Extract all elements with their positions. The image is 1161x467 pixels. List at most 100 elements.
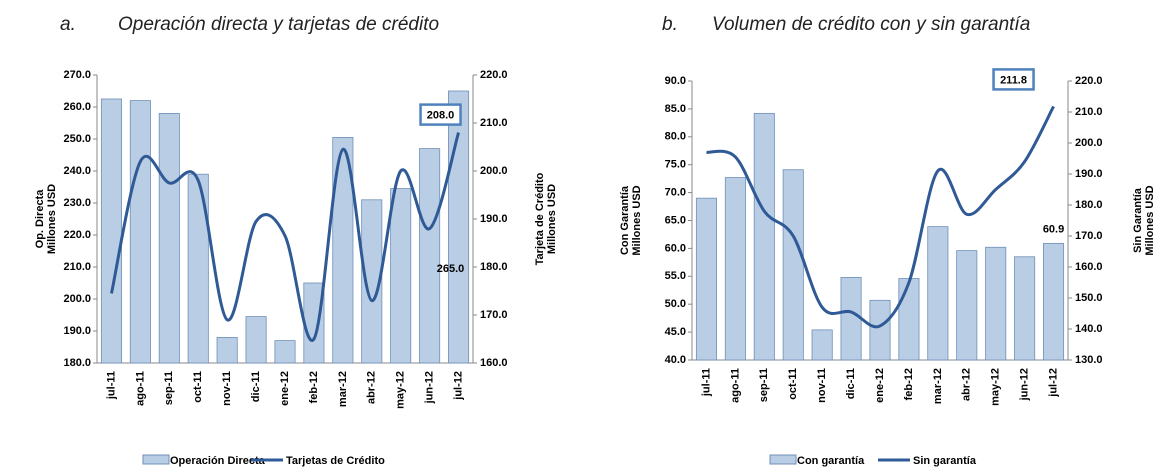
x-tick-label: may-12 <box>395 371 407 409</box>
bar <box>782 169 804 361</box>
x-tick-label: sep-11 <box>163 371 175 405</box>
chart-label: b. <box>662 14 678 35</box>
bar-value-label: 60.9 <box>1043 223 1064 235</box>
bar <box>985 246 1007 361</box>
x-tick-label: dic-11 <box>250 371 262 402</box>
x-tick-label: ago-11 <box>134 371 146 406</box>
y-tick-label: 210.0 <box>63 261 91 273</box>
x-tick-label: ago-11 <box>729 368 741 403</box>
bar <box>869 299 891 361</box>
bar <box>753 112 775 361</box>
x-tick-label: ene-12 <box>874 368 886 403</box>
x-tick-label: nov-11 <box>816 368 828 403</box>
bar <box>274 340 296 364</box>
y-tick-label: 85.0 <box>665 103 686 115</box>
bar <box>361 199 383 364</box>
y2-tick-label: 200.0 <box>480 165 508 177</box>
x-tick-label: mar-12 <box>932 368 944 404</box>
bar <box>245 316 267 364</box>
y-tick-label: 250.0 <box>63 133 91 145</box>
y2-tick-label: 140.0 <box>1075 323 1103 335</box>
y2-axis-title: Sin Garantía <box>1132 187 1144 253</box>
y-axis-title: Con Garantía <box>619 185 631 255</box>
bar <box>129 100 151 364</box>
y-axis-title: Millones USD <box>631 185 643 255</box>
y-tick-label: 220.0 <box>63 229 91 241</box>
bar <box>1043 242 1065 361</box>
chart-title: Volumen de crédito con y sin garantía <box>712 14 1030 35</box>
y-tick-label: 60.0 <box>665 242 686 254</box>
y2-tick-label: 170.0 <box>1075 230 1103 242</box>
y-tick-label: 230.0 <box>63 197 91 209</box>
y2-tick-label: 180.0 <box>480 261 508 273</box>
bar <box>927 226 949 361</box>
y2-tick-label: 200.0 <box>1075 137 1103 149</box>
bar <box>390 188 412 364</box>
bar <box>898 278 920 361</box>
y2-axis-title: Tarjeta de Crédito <box>534 172 546 265</box>
bar <box>724 177 746 361</box>
y2-tick-label: 180.0 <box>1075 199 1103 211</box>
bar <box>332 136 354 364</box>
chart-label: a. <box>60 14 76 35</box>
bar <box>811 329 833 361</box>
y-tick-label: 45.0 <box>665 326 686 338</box>
x-tick-label: jul-12 <box>1047 368 1059 398</box>
bar <box>216 336 238 364</box>
bar <box>158 113 180 364</box>
x-tick-label: jun-12 <box>424 371 436 404</box>
y-tick-label: 70.0 <box>665 187 686 199</box>
x-tick-label: jul-12 <box>452 371 464 401</box>
y-axis-title: Millones USD <box>46 184 58 254</box>
y2-axis-title: Millones USD <box>546 184 558 254</box>
line <box>109 132 460 342</box>
bar <box>187 173 209 364</box>
x-tick-label: dic-11 <box>845 368 857 399</box>
x-tick-label: may-12 <box>990 368 1002 406</box>
x-tick-label: nov-11 <box>221 371 233 406</box>
legend-swatch <box>142 454 170 465</box>
y2-tick-label: 130.0 <box>1075 354 1103 366</box>
x-tick-label: jul-11 <box>700 368 712 397</box>
y-tick-label: 80.0 <box>665 131 686 143</box>
bar <box>695 197 717 361</box>
y2-tick-label: 190.0 <box>1075 168 1103 180</box>
legend-label: Tarjetas de Crédito <box>286 455 385 467</box>
x-tick-label: ene-12 <box>279 371 291 406</box>
bar <box>1014 256 1036 361</box>
y2-tick-label: 220.0 <box>1075 75 1103 87</box>
legend-swatch <box>769 454 797 465</box>
y-tick-label: 260.0 <box>63 101 91 113</box>
y-axis-title: Op. Directa <box>34 189 46 249</box>
legend-label: Operación Directa <box>170 455 266 467</box>
bar <box>840 277 862 361</box>
y2-tick-label: 160.0 <box>480 357 508 369</box>
y-tick-label: 65.0 <box>665 214 686 226</box>
line <box>706 105 1055 329</box>
y2-tick-label: 190.0 <box>480 213 508 225</box>
y-tick-label: 55.0 <box>665 270 686 282</box>
bar <box>956 250 978 361</box>
y-tick-label: 75.0 <box>665 159 686 171</box>
bar-value-label: 265.0 <box>437 263 465 275</box>
x-tick-label: mar-12 <box>337 371 349 407</box>
bar <box>419 148 441 364</box>
x-tick-label: oct-11 <box>787 368 799 400</box>
y2-tick-label: 210.0 <box>1075 106 1103 118</box>
y-tick-label: 50.0 <box>665 298 686 310</box>
y2-tick-label: 170.0 <box>480 309 508 321</box>
x-tick-label: oct-11 <box>192 371 204 403</box>
line-value-label: 211.8 <box>1000 74 1027 86</box>
y2-axis-title: Millones USD <box>1144 185 1156 255</box>
x-tick-label: abr-12 <box>961 368 973 401</box>
chart-title: Operación directa y tarjetas de crédito <box>118 14 439 35</box>
bar <box>100 98 122 364</box>
y-tick-label: 270.0 <box>63 69 91 81</box>
x-tick-label: feb-12 <box>903 368 915 400</box>
x-tick-label: abr-12 <box>366 371 378 404</box>
y-tick-label: 40.0 <box>665 354 686 366</box>
y-tick-label: 90.0 <box>665 75 686 87</box>
x-tick-label: sep-11 <box>758 368 770 402</box>
x-tick-label: feb-12 <box>308 371 320 403</box>
